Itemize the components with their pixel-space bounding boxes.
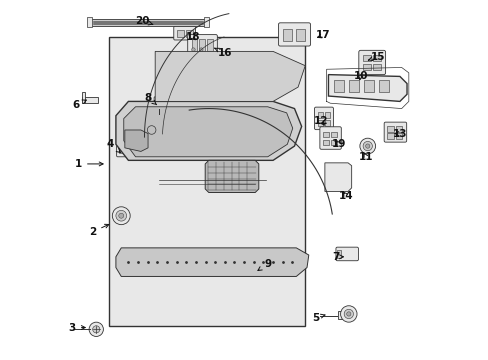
- Bar: [362, 64, 370, 70]
- FancyBboxPatch shape: [358, 50, 385, 75]
- Polygon shape: [205, 160, 258, 193]
- Bar: [337, 250, 340, 257]
- Bar: [362, 55, 370, 61]
- Text: 2: 2: [89, 224, 109, 237]
- Bar: [317, 120, 322, 126]
- Polygon shape: [116, 248, 308, 276]
- FancyBboxPatch shape: [116, 141, 132, 157]
- Bar: [333, 80, 343, 93]
- Circle shape: [344, 309, 353, 319]
- Bar: [119, 145, 123, 153]
- Bar: [186, 30, 193, 37]
- Text: 19: 19: [331, 139, 346, 149]
- Text: 16: 16: [214, 48, 232, 58]
- Circle shape: [365, 144, 369, 148]
- Bar: [82, 92, 84, 103]
- Bar: [323, 132, 328, 138]
- Bar: [323, 140, 328, 145]
- Circle shape: [191, 48, 195, 51]
- Bar: [337, 311, 343, 319]
- FancyBboxPatch shape: [173, 26, 195, 40]
- Polygon shape: [324, 163, 351, 192]
- Circle shape: [93, 326, 100, 333]
- Circle shape: [199, 48, 203, 51]
- Bar: [283, 28, 292, 41]
- Circle shape: [340, 306, 356, 322]
- Bar: [199, 39, 205, 51]
- Text: 6: 6: [72, 100, 86, 110]
- Bar: [386, 126, 393, 132]
- Text: 14: 14: [338, 191, 353, 201]
- Bar: [108, 37, 305, 327]
- Bar: [330, 140, 336, 145]
- Bar: [125, 145, 130, 153]
- Bar: [87, 18, 91, 27]
- Polygon shape: [328, 75, 406, 102]
- Text: 10: 10: [353, 71, 367, 81]
- Text: 18: 18: [185, 32, 200, 42]
- Bar: [330, 132, 336, 138]
- Text: 13: 13: [392, 129, 407, 139]
- Text: 4: 4: [107, 139, 120, 153]
- Text: 12: 12: [313, 116, 328, 126]
- Bar: [378, 80, 388, 93]
- Text: 15: 15: [367, 52, 385, 62]
- Circle shape: [112, 207, 130, 225]
- FancyBboxPatch shape: [384, 122, 406, 142]
- Text: 9: 9: [257, 259, 271, 270]
- Bar: [204, 18, 208, 27]
- Bar: [372, 55, 380, 61]
- Bar: [191, 39, 197, 51]
- Bar: [386, 133, 393, 139]
- Bar: [395, 126, 402, 132]
- Circle shape: [116, 210, 126, 221]
- Text: 1: 1: [75, 159, 103, 169]
- FancyBboxPatch shape: [314, 107, 333, 130]
- Circle shape: [363, 141, 372, 151]
- Bar: [395, 133, 402, 139]
- Text: 7: 7: [331, 252, 343, 262]
- Polygon shape: [123, 107, 292, 157]
- Text: 17: 17: [315, 30, 330, 40]
- Bar: [317, 112, 322, 118]
- Circle shape: [89, 322, 103, 337]
- Circle shape: [119, 213, 123, 218]
- Text: 5: 5: [312, 312, 325, 323]
- Bar: [82, 97, 98, 103]
- Text: 8: 8: [144, 93, 156, 105]
- FancyBboxPatch shape: [278, 23, 310, 46]
- Circle shape: [156, 113, 162, 120]
- Bar: [177, 30, 184, 37]
- Bar: [324, 120, 329, 126]
- Bar: [363, 80, 373, 93]
- Bar: [372, 64, 380, 70]
- Bar: [324, 112, 329, 118]
- Bar: [295, 28, 305, 41]
- Text: 3: 3: [68, 323, 85, 333]
- FancyBboxPatch shape: [154, 97, 164, 110]
- Polygon shape: [116, 102, 301, 160]
- Bar: [348, 80, 358, 93]
- FancyBboxPatch shape: [187, 35, 217, 55]
- Circle shape: [359, 138, 375, 154]
- Polygon shape: [155, 51, 305, 102]
- Text: 11: 11: [358, 152, 372, 162]
- Text: 20: 20: [135, 16, 153, 26]
- FancyBboxPatch shape: [319, 127, 341, 149]
- Bar: [207, 39, 213, 51]
- Bar: [91, 19, 205, 26]
- Circle shape: [346, 312, 350, 316]
- Polygon shape: [124, 130, 148, 152]
- FancyBboxPatch shape: [335, 247, 358, 261]
